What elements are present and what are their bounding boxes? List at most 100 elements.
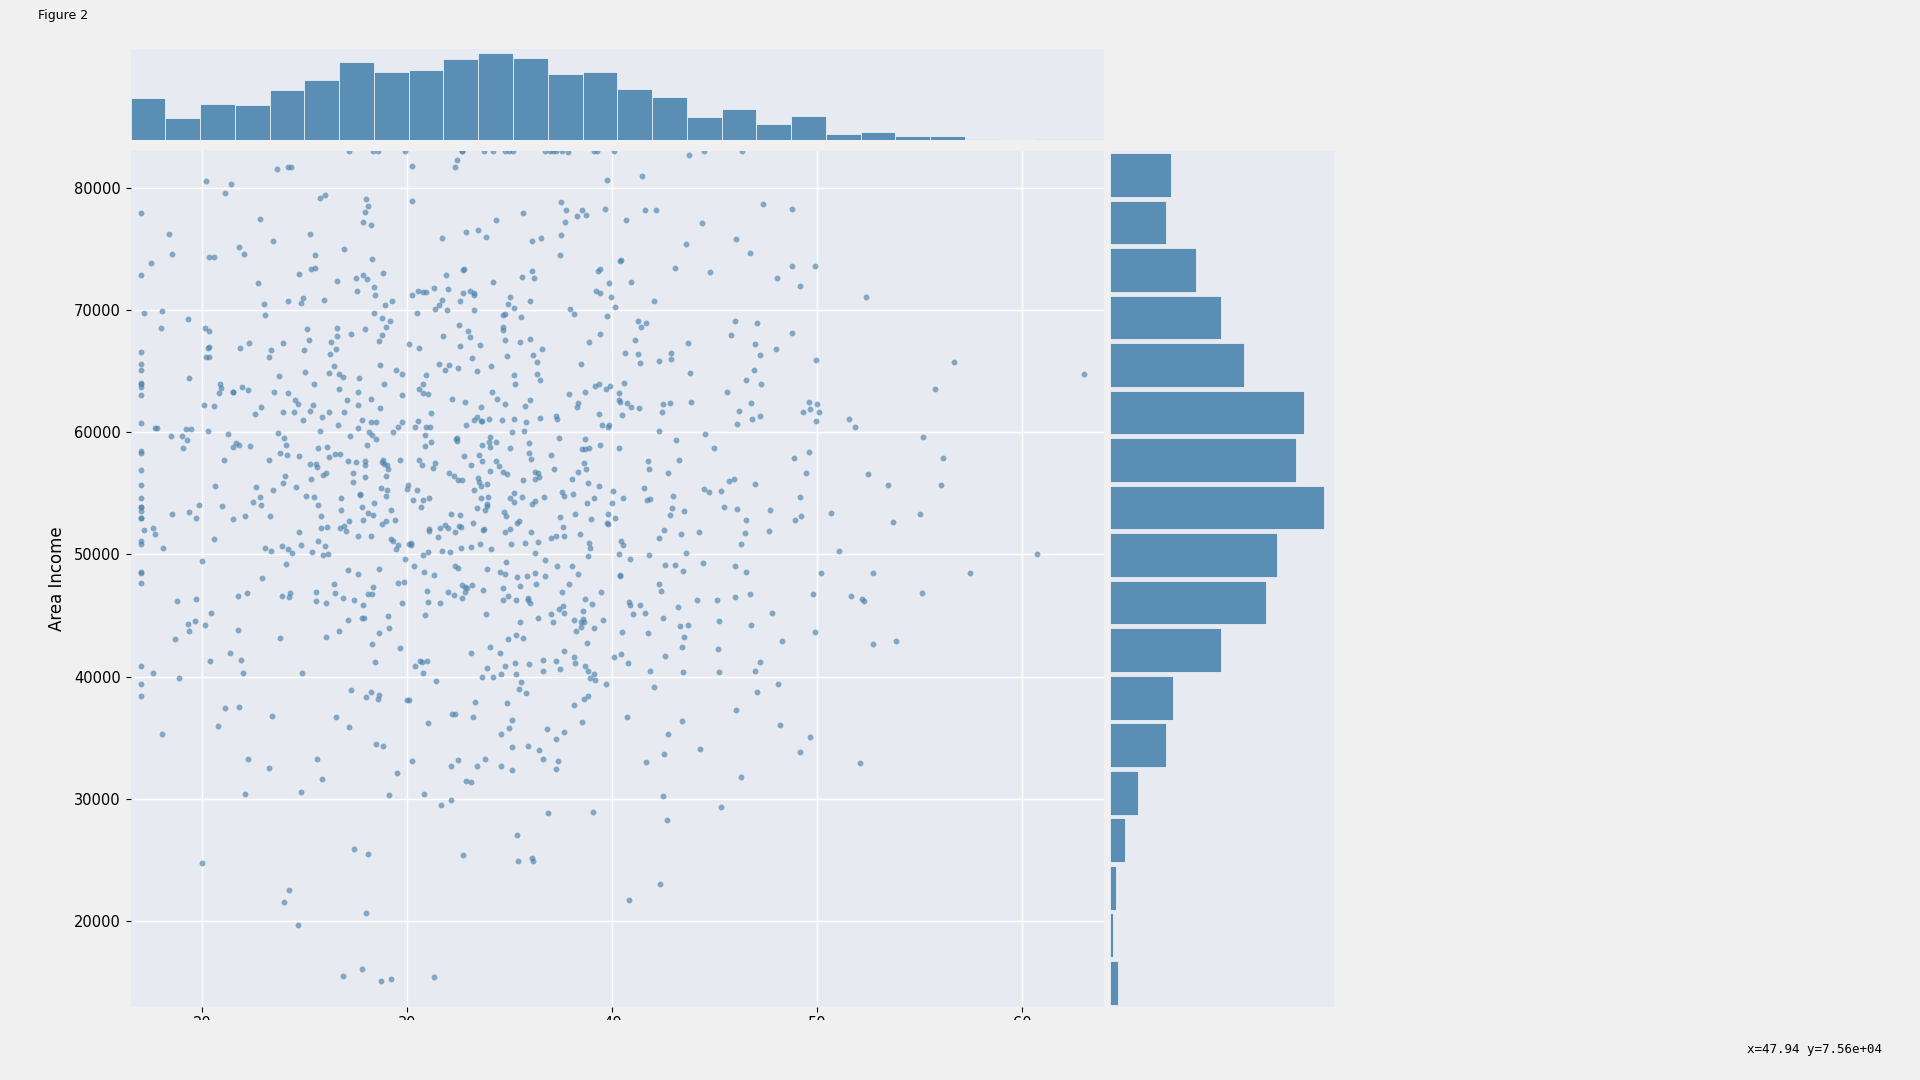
Point <box>607 624 637 642</box>
Point <box>586 326 616 343</box>
Point <box>267 588 298 605</box>
Point <box>472 660 503 677</box>
Point <box>568 603 599 620</box>
Point <box>524 742 555 759</box>
Point <box>407 283 438 300</box>
Point <box>499 654 530 672</box>
Point <box>342 282 372 299</box>
Point <box>351 271 382 288</box>
Point <box>311 594 342 611</box>
Point <box>413 652 444 670</box>
Point <box>444 559 474 577</box>
Point <box>607 489 637 507</box>
Point <box>499 366 530 383</box>
Point <box>612 394 643 411</box>
Point <box>703 664 733 681</box>
Point <box>284 524 315 541</box>
Point <box>324 623 355 640</box>
Point <box>125 376 156 393</box>
Point <box>382 764 413 781</box>
Point <box>388 414 419 431</box>
Point <box>501 592 532 609</box>
Point <box>148 725 179 742</box>
Point <box>407 456 438 473</box>
Point <box>651 811 682 828</box>
Point <box>434 356 465 374</box>
Point <box>670 544 701 562</box>
Point <box>778 324 808 341</box>
Point <box>586 583 616 600</box>
Point <box>204 384 234 402</box>
Point <box>545 193 576 211</box>
Point <box>328 404 359 421</box>
Point <box>685 741 716 758</box>
Bar <box>895 136 929 140</box>
Point <box>253 451 284 469</box>
Point <box>647 404 678 421</box>
Point <box>524 372 555 389</box>
Point <box>497 423 528 441</box>
Point <box>726 143 756 160</box>
Point <box>474 462 505 480</box>
Point <box>538 143 568 160</box>
Bar <box>1110 248 1196 292</box>
Point <box>349 320 380 337</box>
Text: Figure 2: Figure 2 <box>38 9 88 22</box>
Point <box>593 416 624 433</box>
Point <box>513 656 543 673</box>
Point <box>386 386 417 403</box>
Point <box>301 455 332 472</box>
Bar <box>722 109 756 140</box>
Point <box>372 608 403 625</box>
Point <box>486 645 516 662</box>
Point <box>357 578 388 595</box>
Point <box>495 489 526 507</box>
Point <box>465 336 495 353</box>
Point <box>409 785 440 802</box>
Point <box>516 496 547 513</box>
Point <box>735 394 766 411</box>
Point <box>125 564 156 581</box>
Point <box>367 326 397 343</box>
Point <box>540 527 570 544</box>
Point <box>505 578 536 595</box>
Point <box>541 652 572 670</box>
Point <box>422 528 453 545</box>
Point <box>349 457 380 474</box>
Point <box>298 396 328 414</box>
Point <box>332 611 363 629</box>
Point <box>904 505 935 523</box>
Point <box>501 826 532 843</box>
Point <box>733 244 764 261</box>
Point <box>394 336 424 353</box>
Point <box>286 783 317 800</box>
Point <box>603 384 634 402</box>
Point <box>755 502 785 519</box>
Point <box>372 786 403 804</box>
Point <box>549 724 580 741</box>
Point <box>490 306 520 323</box>
Point <box>194 248 225 266</box>
Point <box>336 325 367 342</box>
Point <box>622 346 653 363</box>
Point <box>518 347 549 364</box>
Point <box>334 428 365 445</box>
Point <box>622 312 653 329</box>
Point <box>403 283 434 300</box>
Point <box>411 582 442 599</box>
Point <box>557 557 588 575</box>
Point <box>559 697 589 714</box>
Point <box>605 251 636 268</box>
Point <box>459 411 490 429</box>
Point <box>549 643 580 660</box>
Point <box>280 478 311 496</box>
Point <box>490 332 520 349</box>
Point <box>522 464 553 482</box>
Point <box>574 333 605 350</box>
Point <box>269 468 300 485</box>
Point <box>296 260 326 278</box>
Point <box>530 143 561 160</box>
Bar <box>1110 771 1139 814</box>
Point <box>522 354 553 372</box>
Point <box>522 366 553 383</box>
